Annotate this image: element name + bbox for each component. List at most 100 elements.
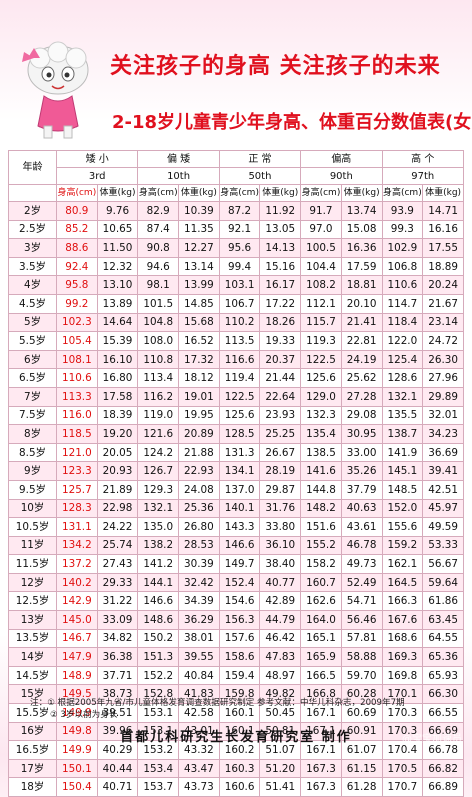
age-cell: 13岁 — [8, 610, 57, 630]
height-cell: 142.9 — [56, 591, 98, 612]
table-row: 12岁 140.2 29.33 144.1 32.42 152.4 40.77 160.7 52… — [8, 572, 464, 593]
weight-cell: 15.08 — [340, 219, 383, 240]
weight-cell: 54.71 — [340, 591, 383, 612]
height-cell: 92.1 — [218, 219, 261, 240]
weight-cell: 29.33 — [96, 572, 139, 593]
height-unit-header: 身高(cm) — [56, 184, 98, 202]
height-cell: 151.6 — [300, 517, 342, 537]
age-cell: 3岁 — [8, 238, 57, 258]
weight-cell: 66.82 — [422, 758, 464, 779]
weight-cell: 61.86 — [422, 591, 464, 612]
weight-cell: 38.73 — [96, 684, 139, 705]
weight-cell: 14.64 — [96, 312, 139, 333]
height-cell: 113.5 — [218, 331, 261, 351]
weight-cell: 42.51 — [422, 479, 464, 500]
weight-cell: 13.14 — [178, 256, 220, 277]
height-cell: 150.1 — [56, 758, 98, 779]
height-cell: 160.3 — [218, 758, 261, 779]
age-cell: 2岁 — [8, 201, 57, 221]
weight-cell: 18.39 — [96, 405, 139, 426]
weight-cell: 17.32 — [178, 349, 220, 370]
notes: 注：① 根据2005年九省/市儿童体格发育调查数据研究制定 参考文献：中华儿科杂… — [30, 697, 450, 721]
height-cell: 160.6 — [218, 777, 261, 797]
height-cell: 170.7 — [381, 777, 424, 797]
level-header-row: 年龄 矮 小 偏 矮 正 常 偏高 高 个 — [8, 150, 464, 185]
weight-cell: 19.95 — [178, 405, 220, 426]
height-cell: 135.0 — [137, 517, 180, 537]
percentile-header: 3rd — [55, 167, 139, 185]
height-cell: 146.6 — [137, 591, 180, 612]
height-cell: 99.2 — [56, 293, 98, 314]
height-cell: 141.2 — [137, 554, 180, 574]
unit-header-row: 身高(cm) 体重(kg) 身高(cm) 体重(kg) 身高(cm) 体重(kg… — [8, 184, 464, 202]
height-cell: 116.0 — [56, 405, 98, 426]
weight-cell: 49.82 — [259, 684, 302, 705]
height-cell: 121.6 — [137, 424, 180, 444]
weight-cell: 46.78 — [340, 535, 383, 556]
height-cell: 123.3 — [56, 461, 98, 481]
weight-cell: 17.55 — [422, 238, 464, 258]
weight-cell: 16.10 — [96, 349, 139, 370]
age-cell: 18岁 — [8, 777, 57, 797]
weight-cell: 14.13 — [259, 238, 302, 258]
weight-cell: 20.10 — [340, 293, 383, 314]
weight-cell: 40.63 — [340, 498, 383, 519]
height-cell: 125.6 — [300, 368, 342, 388]
weight-cell: 51.41 — [259, 777, 302, 797]
height-cell: 166.8 — [300, 684, 342, 705]
weight-cell: 60.28 — [340, 684, 383, 705]
weight-cell: 53.33 — [422, 535, 464, 556]
weight-cell: 25.62 — [340, 368, 383, 388]
table-row: 9岁 123.3 20.93 126.7 22.93 134.1 28.19 141.6 35.… — [8, 461, 464, 481]
weight-cell: 9.76 — [96, 201, 139, 221]
height-cell: 118.4 — [381, 312, 424, 333]
height-cell: 144.8 — [300, 479, 342, 500]
height-cell: 125.4 — [381, 349, 424, 370]
weight-cell: 32.42 — [178, 572, 220, 593]
age-cell: 12.5岁 — [8, 591, 57, 612]
table-row: 15岁 149.5 38.73 152.8 41.83 159.8 49.82 166.8 60… — [8, 684, 464, 705]
height-cell: 149.8 — [56, 721, 98, 742]
level-header: 正 常 — [218, 150, 302, 168]
table-row: 3.5岁 92.4 12.32 94.6 13.14 99.4 15.16 104.4 17.5… — [8, 256, 464, 277]
weight-cell: 20.05 — [96, 442, 139, 463]
height-cell: 167.6 — [381, 610, 424, 630]
height-cell: 134.2 — [56, 535, 98, 556]
height-cell: 97.0 — [300, 219, 342, 240]
height-cell: 91.7 — [300, 201, 342, 221]
weight-cell: 36.38 — [96, 647, 139, 667]
weight-cell: 43.73 — [178, 777, 220, 797]
height-cell: 105.4 — [56, 331, 98, 351]
height-cell: 170.5 — [381, 758, 424, 779]
height-cell: 137.0 — [218, 479, 261, 500]
height-cell: 149.7 — [218, 554, 261, 574]
height-cell: 106.8 — [381, 256, 424, 277]
weight-cell: 29.08 — [340, 405, 383, 426]
table-row: 11.5岁 137.2 27.43 141.2 30.39 149.7 38.40 158.2… — [8, 554, 464, 574]
height-cell: 151.3 — [137, 647, 180, 667]
height-cell: 146.6 — [218, 535, 261, 556]
height-cell: 157.6 — [218, 628, 261, 649]
weight-cell: 17.58 — [96, 386, 139, 407]
weight-cell: 46.42 — [259, 628, 302, 649]
weight-cell: 27.28 — [340, 386, 383, 407]
height-cell: 159.2 — [381, 535, 424, 556]
height-cell: 95.8 — [56, 275, 98, 295]
age-cell: 11岁 — [8, 535, 57, 556]
height-cell: 152.4 — [218, 572, 261, 593]
weight-cell: 30.39 — [178, 554, 220, 574]
age-cell: 17岁 — [8, 758, 57, 779]
table-row: 3岁 88.6 11.50 90.8 12.27 95.6 14.13 100.5 16.36 1… — [8, 238, 464, 258]
age-cell: 15岁 — [8, 684, 57, 705]
height-cell: 140.1 — [218, 498, 261, 519]
height-cell: 155.2 — [300, 535, 342, 556]
weight-cell: 27.43 — [96, 554, 139, 574]
weight-cell: 40.84 — [178, 665, 220, 686]
height-cell: 148.9 — [56, 665, 98, 686]
footer-credit: 首都儿科研究生长发育研究室 制作 — [120, 730, 352, 745]
height-cell: 147.9 — [56, 647, 98, 667]
weight-cell: 23.93 — [259, 405, 302, 426]
age-cell: 5岁 — [8, 312, 57, 333]
weight-cell: 40.71 — [96, 777, 139, 797]
weight-unit-header: 体重(kg) — [259, 184, 302, 202]
